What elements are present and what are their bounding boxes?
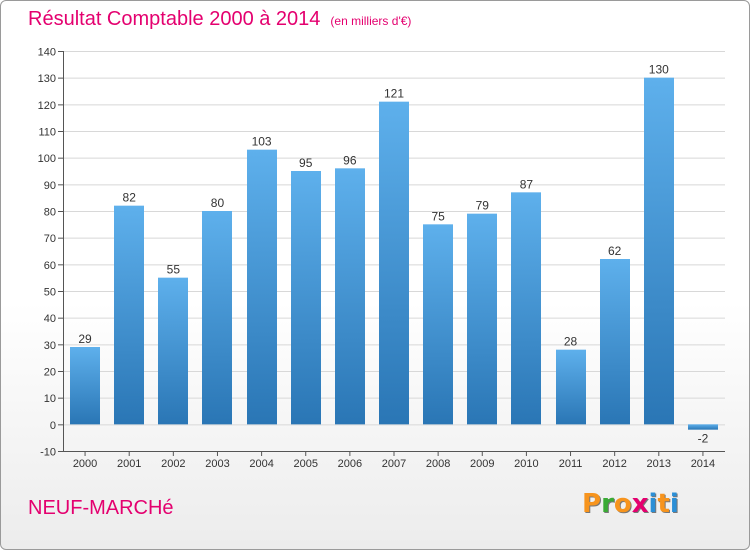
x-tick-label: 2004: [249, 458, 273, 470]
logo-letter: r: [601, 489, 614, 519]
bar: [556, 349, 586, 425]
y-tick-label: 20: [44, 367, 56, 379]
bar: [335, 168, 365, 425]
chart-subtitle: (en milliers d'€): [330, 14, 412, 28]
y-tick-label: 40: [44, 313, 56, 325]
y-tick-label: 30: [44, 340, 56, 352]
y-tick-label: 110: [38, 127, 56, 139]
bar: [644, 77, 674, 425]
y-tick-label: 50: [44, 287, 56, 299]
y-tick-label: -10: [40, 447, 56, 459]
x-tick-label: 2003: [205, 458, 229, 470]
data-label: 29: [78, 332, 92, 346]
axis-layer: -10 0 10 20 30 40 50 60 70 80 90 100 110 120 130 140 200…: [38, 47, 725, 470]
y-tick-label: 120: [38, 100, 56, 112]
bar: [202, 211, 232, 425]
data-label: 103: [252, 135, 272, 149]
bar: [70, 347, 100, 425]
bar-layer: [70, 77, 718, 430]
data-label: 87: [520, 177, 534, 191]
data-label: 96: [343, 153, 357, 167]
x-tick-label: 2000: [73, 458, 97, 470]
x-tick-label: 2011: [559, 458, 583, 470]
x-tick-label: 2005: [293, 458, 317, 470]
chart-title: Résultat Comptable 2000 à 2014 (en millie…: [28, 8, 411, 31]
x-tick-label: 2008: [426, 458, 450, 470]
data-label: 62: [608, 244, 622, 258]
x-tick-label: 2014: [691, 458, 715, 470]
data-label: 28: [564, 335, 578, 349]
data-label: 95: [299, 156, 313, 170]
data-label: 80: [211, 196, 225, 210]
y-tick-label: 90: [44, 180, 56, 192]
y-tick-label: 0: [50, 420, 56, 432]
data-label: 121: [384, 87, 404, 101]
y-tick-label: 80: [44, 207, 56, 219]
logo-letter: x: [631, 489, 649, 519]
logo-letter: o: [613, 489, 632, 519]
data-label: 75: [431, 209, 445, 223]
data-label: 82: [123, 191, 137, 205]
bar: [291, 171, 321, 425]
bar: [379, 101, 409, 425]
x-tick-label: 2007: [382, 458, 406, 470]
x-tick-label: 2006: [338, 458, 362, 470]
logo-letter: i: [669, 489, 679, 519]
logo-letter: i: [648, 489, 658, 519]
commune-name: NEUF-MARCHé: [28, 497, 174, 519]
logo-letter: t: [657, 489, 670, 519]
logo-letter: P: [582, 489, 602, 519]
y-tick-label: 10: [44, 393, 56, 405]
x-tick-label: 2012: [602, 458, 626, 470]
x-tick-label: 2009: [470, 458, 494, 470]
label-layer: 29 82 55 80 103 95 96 121 75 79 87 28 62 130 -2: [78, 63, 708, 446]
bar: [511, 192, 541, 425]
x-tick-label: 2010: [514, 458, 538, 470]
bar: [600, 259, 630, 425]
bar: [423, 224, 453, 425]
bar: [247, 149, 277, 425]
bar: [114, 205, 144, 425]
y-tick-label: 100: [38, 153, 56, 165]
data-label: 130: [649, 63, 669, 77]
data-label: 79: [476, 199, 490, 213]
y-tick-label: 60: [44, 260, 56, 272]
proxiti-logo: Proxiti: [582, 489, 679, 519]
data-label: 55: [167, 263, 181, 277]
x-tick-label: 2001: [117, 458, 141, 470]
x-tick-label: 2013: [647, 458, 671, 470]
bar: [158, 277, 188, 425]
title-text: Résultat Comptable 2000 à 2014: [28, 8, 321, 30]
x-tick-label: 2002: [161, 458, 185, 470]
data-label: -2: [698, 432, 709, 446]
bar: [467, 213, 497, 425]
bar: [688, 424, 718, 430]
y-tick-label: 70: [44, 233, 56, 245]
y-tick-label: 140: [38, 47, 56, 59]
y-tick-label: 130: [38, 73, 56, 85]
